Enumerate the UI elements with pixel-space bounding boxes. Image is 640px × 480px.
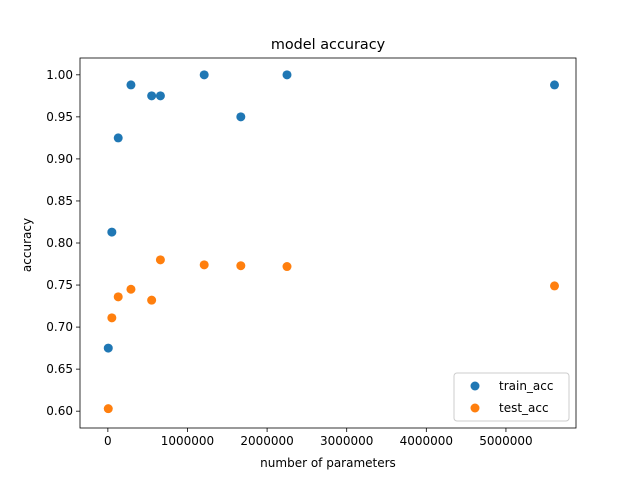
data-point-test_acc-2 bbox=[113, 292, 123, 302]
legend-marker-train_acc bbox=[470, 381, 480, 391]
y-tick-label: 0.75 bbox=[46, 278, 73, 292]
x-tick-label: 2000000 bbox=[240, 434, 293, 448]
legend-label-test_acc: test_acc bbox=[499, 401, 549, 415]
data-point-train_acc-7 bbox=[236, 112, 246, 122]
y-tick-label: 0.95 bbox=[46, 110, 73, 124]
plot-area: 0 1000000 2000000 3000000 4000000 5000000 0.60… bbox=[46, 57, 577, 448]
data-point-train_acc-9 bbox=[550, 80, 560, 90]
data-point-test_acc-0 bbox=[103, 404, 113, 414]
data-point-train_acc-4 bbox=[147, 91, 157, 101]
y-tick-label: 0.90 bbox=[46, 152, 73, 166]
legend-label-train_acc: train_acc bbox=[499, 379, 553, 393]
y-tick-label: 0.85 bbox=[46, 194, 73, 208]
data-point-train_acc-5 bbox=[155, 91, 165, 101]
y-tick-label: 0.80 bbox=[46, 236, 73, 250]
data-point-test_acc-6 bbox=[199, 260, 209, 270]
data-point-test_acc-4 bbox=[147, 295, 157, 305]
axes-frame bbox=[79, 57, 577, 429]
y-axis-label: accuracy bbox=[20, 218, 34, 272]
data-point-test_acc-5 bbox=[155, 255, 165, 265]
data-point-train_acc-1 bbox=[107, 227, 117, 237]
data-point-test_acc-1 bbox=[107, 313, 117, 323]
legend-marker-test_acc bbox=[470, 403, 480, 413]
data-point-test_acc-7 bbox=[236, 261, 246, 271]
data-point-train_acc-0 bbox=[103, 343, 113, 353]
y-tick-label: 0.65 bbox=[46, 362, 73, 376]
data-point-train_acc-6 bbox=[199, 70, 209, 80]
legend: train_acc test_acc bbox=[453, 372, 570, 422]
chart-title: model accuracy bbox=[271, 37, 386, 53]
legend-box bbox=[453, 372, 570, 422]
x-tick-label: 5000000 bbox=[479, 434, 532, 448]
data-point-train_acc-2 bbox=[113, 133, 123, 143]
x-tick-label: 0 bbox=[104, 434, 112, 448]
data-point-test_acc-8 bbox=[282, 262, 292, 272]
y-tick-label: 0.70 bbox=[46, 320, 73, 334]
data-point-train_acc-8 bbox=[282, 70, 292, 80]
x-tick-label: 1000000 bbox=[161, 434, 214, 448]
data-point-test_acc-3 bbox=[126, 284, 136, 294]
data-point-test_acc-9 bbox=[550, 281, 560, 291]
x-axis-label: number of parameters bbox=[260, 456, 396, 470]
x-tick-label: 4000000 bbox=[400, 434, 453, 448]
y-tick-label: 1.00 bbox=[46, 68, 73, 82]
x-tick-label: 3000000 bbox=[320, 434, 373, 448]
y-tick-label: 0.60 bbox=[46, 404, 73, 418]
data-point-train_acc-3 bbox=[126, 80, 136, 90]
